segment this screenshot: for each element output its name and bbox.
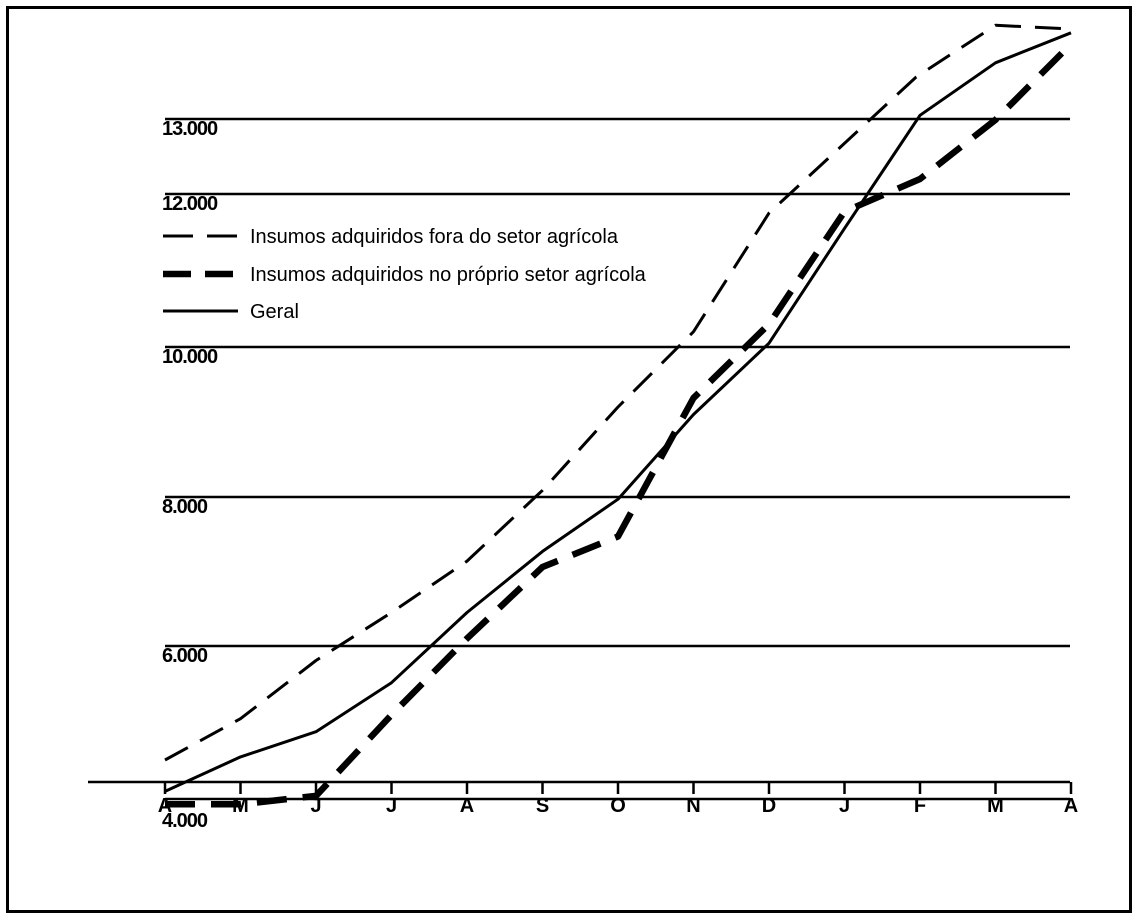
y-axis-tick-labels: 4.000 6.000 8.000 10.000 12.000 13.000 (162, 118, 219, 832)
series-lines (164, 23, 1074, 808)
y-tick-label: 6.000 (162, 645, 208, 667)
legend-label-geral: Geral (250, 301, 299, 323)
x-tick-label: J (386, 795, 397, 817)
y-tick-label: 8.000 (162, 496, 208, 518)
series-line-solid (164, 31, 1072, 793)
x-tick-label: S (536, 795, 549, 817)
legend-label-fora: Insumos adquiridos fora do setor agrícol… (250, 226, 619, 248)
legend: Insumos adquiridos fora do setor agrícol… (163, 226, 647, 323)
x-tick-label: J (310, 795, 321, 817)
x-tick-label: A (460, 795, 474, 817)
x-tick-label: J (839, 795, 850, 817)
series-line-dashed-thin (164, 23, 1072, 762)
legend-label-proprio: Insumos adquiridos no próprio setor agrí… (250, 264, 647, 286)
x-tick-label: D (762, 795, 776, 817)
y-tick-label: 4.000 (162, 810, 208, 832)
x-tick-label: M (987, 795, 1004, 817)
x-tick-label: F (914, 795, 926, 817)
series-line-dashed-thick (165, 41, 1074, 808)
x-tick-label: A (1064, 795, 1078, 817)
y-tick-label: 13.000 (162, 118, 218, 140)
x-tick-label: O (610, 795, 626, 817)
y-tick-label: 10.000 (162, 346, 218, 368)
x-tick-label: N (686, 795, 700, 817)
y-tick-label: 12.000 (162, 193, 218, 215)
gridlines (165, 117, 1070, 801)
